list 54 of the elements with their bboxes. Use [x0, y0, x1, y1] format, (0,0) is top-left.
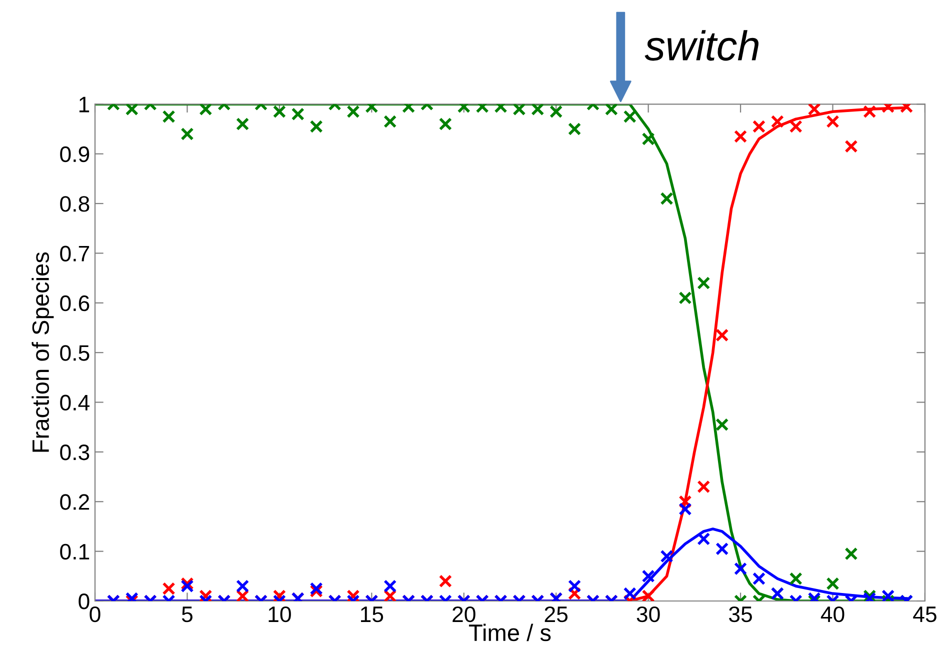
x-tick-label: 45: [913, 606, 936, 622]
point: [310, 120, 323, 134]
x-tick-label: 40: [820, 606, 844, 622]
point: [272, 105, 286, 118]
x-tick-label: 30: [636, 606, 660, 622]
y-tick-label: 0.5: [60, 345, 90, 361]
point: [550, 105, 563, 118]
y-tick-label: 0.7: [60, 246, 90, 262]
point: [660, 192, 674, 206]
x-axis-title: Time / s: [468, 624, 551, 642]
x-tick-label: 5: [182, 606, 192, 622]
point: [199, 104, 212, 116]
point: [384, 115, 397, 128]
point: [826, 115, 840, 128]
point: [678, 291, 692, 304]
point: [568, 122, 582, 136]
y-tick-label: 1: [79, 96, 90, 112]
point: [604, 104, 618, 116]
point: [162, 110, 176, 124]
x-tick-label: 10: [268, 606, 291, 622]
point: [770, 115, 784, 128]
point: [291, 108, 304, 121]
y-tick-label: 0.8: [60, 196, 90, 212]
y-axis-title: Fraction of Species: [32, 252, 54, 452]
point: [844, 140, 858, 153]
x-tick-label: 15: [361, 606, 384, 622]
point: [697, 276, 710, 290]
y-tick-label: 0.4: [60, 394, 90, 411]
y-tick-label: 0.6: [60, 295, 90, 312]
y-tick-label: 0.1: [60, 544, 90, 560]
y-tick-label: 0.3: [60, 444, 90, 460]
x-tick-label: 25: [544, 606, 568, 622]
y-tick-label: 0.9: [60, 146, 90, 162]
point: [808, 104, 821, 116]
point: [236, 117, 250, 131]
x-tick-label: 20: [452, 606, 476, 622]
point: [180, 127, 194, 141]
y-tick-label: 0: [78, 594, 90, 610]
annotation: switch: [644, 30, 758, 61]
point: [346, 105, 360, 118]
point: [642, 132, 655, 146]
point: [863, 105, 876, 118]
point: [716, 328, 729, 342]
point: [531, 104, 544, 116]
x-tick-label: 35: [729, 606, 752, 622]
point: [438, 117, 452, 131]
point: [789, 120, 802, 134]
point: [125, 104, 138, 116]
x-tick-label: 0: [90, 606, 100, 622]
point: [734, 130, 748, 143]
point: [623, 110, 636, 124]
point: [752, 120, 766, 134]
y-tick-label: 0.2: [60, 494, 90, 510]
point: [512, 104, 526, 116]
